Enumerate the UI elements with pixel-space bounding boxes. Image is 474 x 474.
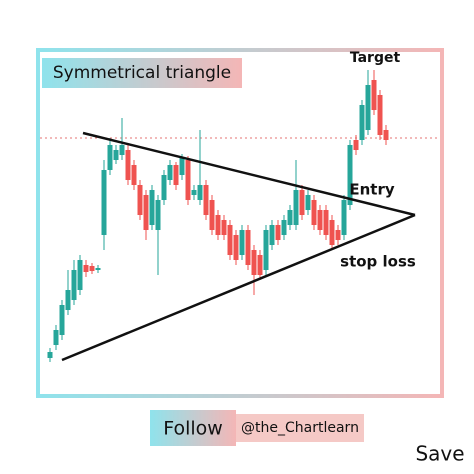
candle-body xyxy=(197,185,203,200)
candle-body xyxy=(71,270,77,300)
candle-body xyxy=(53,330,59,345)
candle-body xyxy=(47,352,53,358)
candle-body xyxy=(347,145,353,205)
title-box xyxy=(42,58,242,88)
candle-body xyxy=(209,200,215,230)
candle-body xyxy=(233,235,239,260)
candle-body xyxy=(191,190,197,195)
candle-body xyxy=(269,225,275,245)
candle-body xyxy=(239,230,245,255)
candle-body xyxy=(185,160,191,200)
candle-body xyxy=(179,158,185,175)
handle-box xyxy=(236,414,364,442)
candle-body xyxy=(215,215,221,235)
candle-body xyxy=(59,305,65,335)
upper-trendline xyxy=(82,131,416,217)
candle-body xyxy=(113,150,119,160)
candle-body xyxy=(305,195,311,210)
entry-label: Entry xyxy=(349,181,394,199)
candle-body xyxy=(143,195,149,230)
candle-body xyxy=(95,268,101,270)
follow-box[interactable] xyxy=(150,410,236,446)
candle-body xyxy=(83,265,89,272)
candle-body xyxy=(341,200,347,235)
candle-body xyxy=(275,225,281,240)
save-button[interactable]: Save xyxy=(415,442,464,466)
candle-body xyxy=(125,150,131,180)
candle-body xyxy=(323,210,329,235)
candle-body xyxy=(221,220,227,235)
candle-body xyxy=(299,190,305,215)
candle-body xyxy=(257,255,263,275)
candle-body xyxy=(353,140,359,150)
candle-body xyxy=(371,80,377,110)
candle-body xyxy=(119,145,125,155)
candle-body xyxy=(365,85,371,130)
candle-body xyxy=(251,250,257,275)
candle-body xyxy=(77,260,83,290)
target-label: Target xyxy=(350,50,401,66)
candle-body xyxy=(383,130,389,140)
candle-body xyxy=(317,210,323,230)
follow-text[interactable]: Follow xyxy=(163,418,223,440)
candle-body xyxy=(281,220,287,235)
candle-body xyxy=(131,165,137,185)
candle-body xyxy=(65,290,71,310)
candle-body xyxy=(335,230,341,240)
lower-trendline xyxy=(61,213,416,362)
stop-loss-label: stop loss xyxy=(340,253,416,271)
candle-body xyxy=(149,190,155,225)
candle-body xyxy=(101,170,107,235)
candle-body xyxy=(203,185,209,215)
candle-body xyxy=(161,175,167,200)
candle-body xyxy=(137,185,143,215)
candle-body xyxy=(263,230,269,270)
candle-body xyxy=(89,266,95,271)
chart-title: Symmetrical triangle xyxy=(53,63,231,83)
candle-body xyxy=(311,200,317,225)
candle-body xyxy=(287,210,293,225)
handle-text: @the_Chartlearn xyxy=(241,420,359,436)
candle-body xyxy=(377,95,383,135)
candle-body xyxy=(329,220,335,245)
candle-body xyxy=(227,225,233,255)
candle-body xyxy=(293,190,299,225)
candle-body xyxy=(155,200,161,230)
candle-body xyxy=(173,165,179,185)
candle-body xyxy=(359,105,365,140)
candle-body xyxy=(167,165,173,180)
candle-body xyxy=(245,230,251,265)
candle-body xyxy=(107,145,113,170)
